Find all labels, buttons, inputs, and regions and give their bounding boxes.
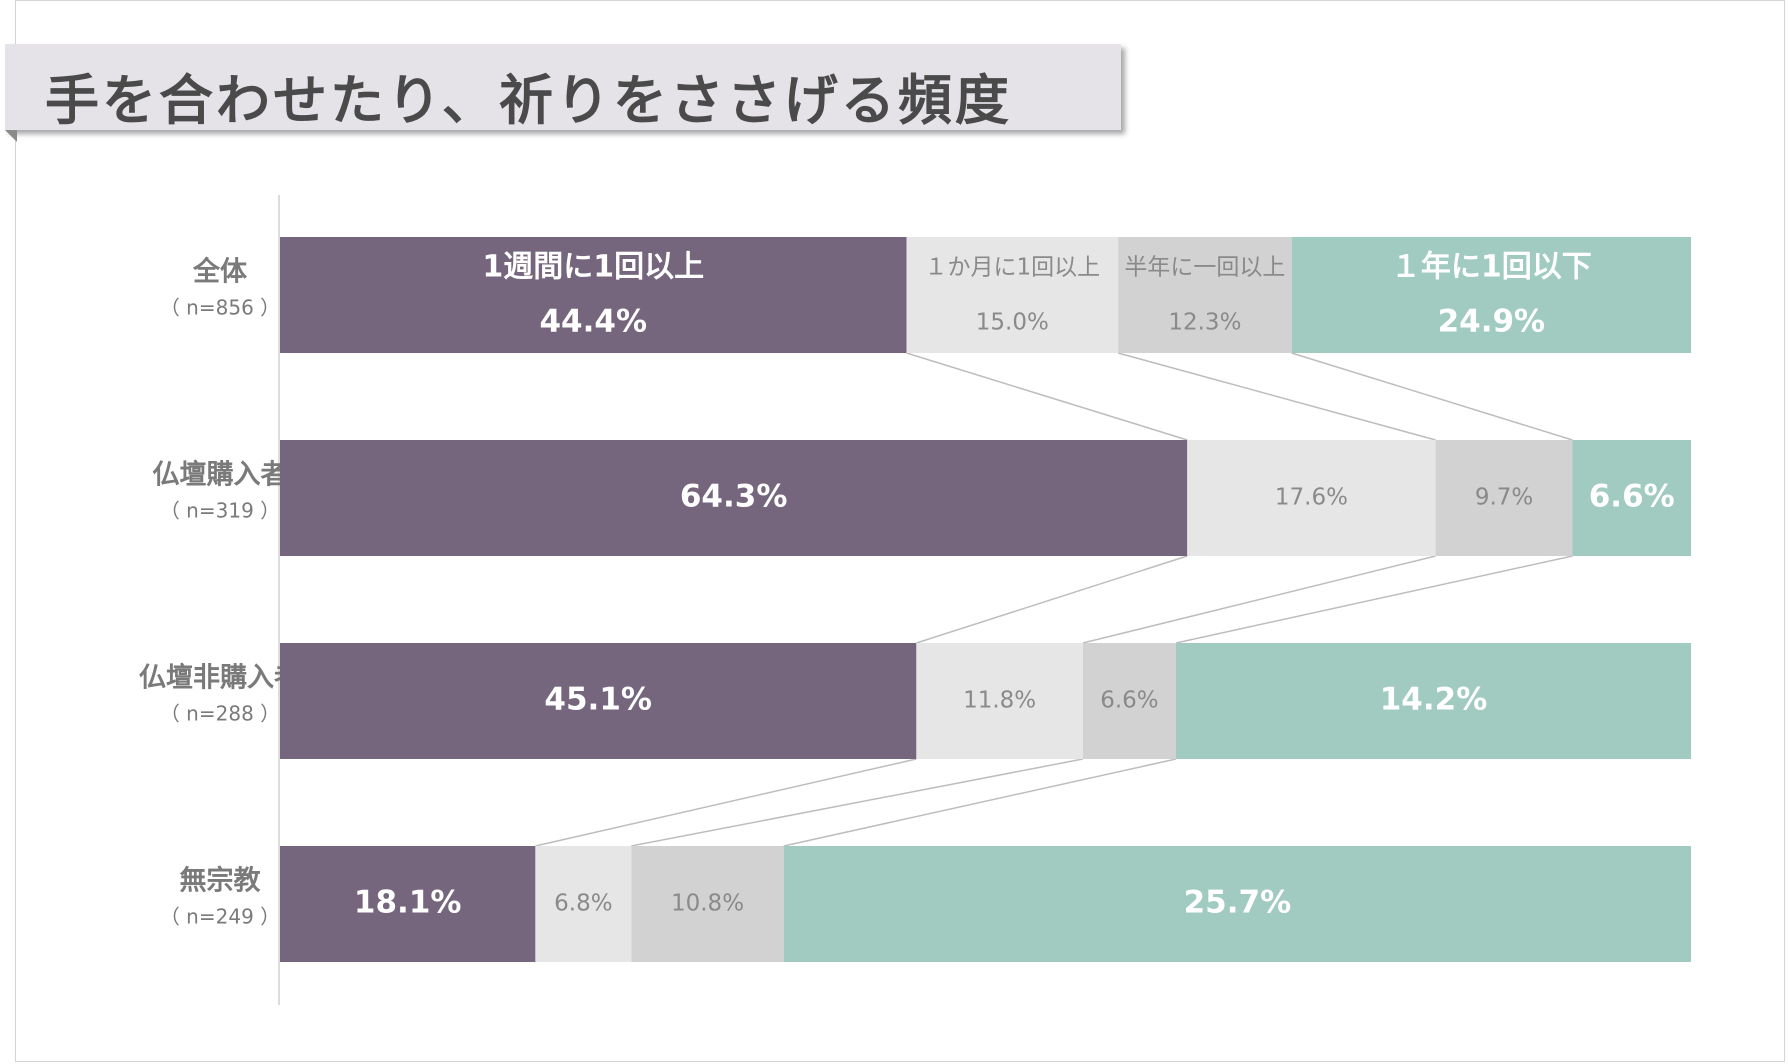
bar-segment (535, 846, 632, 962)
data-label: 6.6% (1100, 688, 1158, 714)
category-label: 仏壇非購入者 (139, 662, 301, 694)
data-label: 10.8% (671, 891, 744, 917)
bar-segment (1118, 237, 1292, 353)
data-label: 44.4% (539, 304, 647, 340)
series-connector-line (906, 352, 1188, 441)
title-fold (5, 130, 17, 142)
bar-segment (906, 237, 1119, 353)
category-n-label: （ n=249 ） (160, 905, 280, 929)
series-connector-line (1117, 352, 1436, 441)
bar-segment (1291, 237, 1691, 353)
slide-frame (15, 0, 1785, 1062)
data-label: 25.7% (1184, 885, 1292, 921)
category-label: 全体 (192, 256, 248, 288)
series-connector-line (916, 555, 1188, 644)
series-connector-line (1291, 352, 1573, 441)
series-name-label: １年に1回以下 (1391, 250, 1592, 285)
bar-segment (280, 440, 1188, 556)
data-label: 45.1% (544, 682, 652, 718)
bar-segment (783, 846, 1691, 962)
bar-segment (1175, 643, 1691, 759)
data-label: 11.8% (963, 688, 1036, 714)
data-label: 6.8% (554, 891, 612, 917)
data-label: 9.7% (1475, 485, 1533, 511)
bar-segment (631, 846, 784, 962)
chart-title: 手を合わせたり、祈りをささげる頻度 (45, 69, 1012, 132)
bar-segment (280, 846, 536, 962)
data-label: 14.2% (1380, 682, 1488, 718)
series-connector-line (1082, 555, 1436, 644)
bar-segment (1572, 440, 1691, 556)
category-n-label: （ n=288 ） (160, 702, 280, 726)
data-label: 64.3% (680, 479, 788, 515)
data-label: 12.3% (1168, 310, 1241, 336)
bar-segment (1187, 440, 1436, 556)
series-connector-line (535, 758, 917, 847)
series-connector-line (1175, 555, 1573, 644)
series-name-label: 半年に一回以上 (1124, 255, 1285, 281)
data-label: 17.6% (1275, 485, 1348, 511)
series-name-label: 1週間に1回以上 (482, 250, 704, 285)
series-connector-line (631, 758, 1084, 847)
series-connector-line (783, 758, 1177, 847)
data-label: 18.1% (354, 885, 462, 921)
bar-segment (280, 643, 917, 759)
data-label: 6.6% (1589, 479, 1675, 515)
data-label: 24.9% (1438, 304, 1546, 340)
bar-segment (1082, 643, 1176, 759)
category-label: 無宗教 (180, 865, 261, 897)
title-banner: 手を合わせたり、祈りをささげる頻度 (5, 44, 1121, 132)
category-n-label: （ n=319 ） (160, 499, 280, 523)
data-label: 15.0% (976, 310, 1049, 336)
bar-segment (280, 237, 907, 353)
category-n-label: （ n=856 ） (160, 296, 280, 320)
bar-segment (1435, 440, 1573, 556)
bar-segment (916, 643, 1083, 759)
series-name-label: １か月に1回以上 (924, 255, 1100, 281)
category-label: 仏壇購入者 (153, 459, 288, 491)
